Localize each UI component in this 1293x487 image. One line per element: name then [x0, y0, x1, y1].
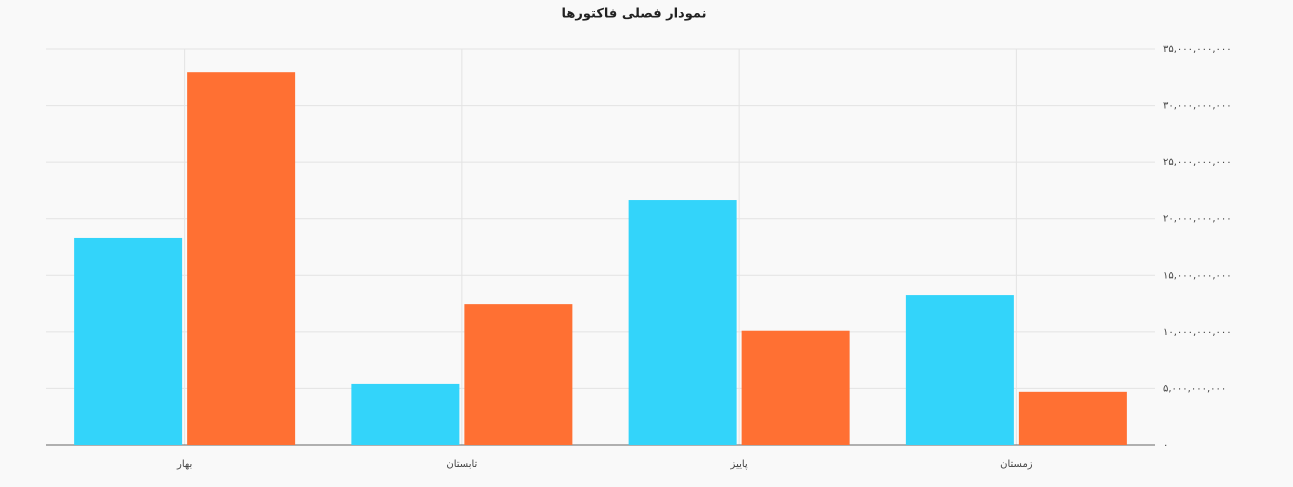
x-tick-label: بهار [176, 459, 192, 470]
x-tick-label: تابستان [446, 459, 477, 470]
y-tick-label: ۰ [1163, 440, 1168, 451]
y-tick-label: ۲۵,۰۰۰,۰۰۰,۰۰۰ [1163, 157, 1232, 168]
x-tick-label: زمستان [1000, 459, 1033, 470]
bar [187, 72, 296, 446]
y-tick-label: ۳۵,۰۰۰,۰۰۰,۰۰۰ [1163, 44, 1232, 55]
bar [741, 330, 850, 445]
bar [905, 295, 1014, 445]
x-tick-label: پاییز [730, 459, 748, 470]
bar [351, 383, 460, 445]
bar [628, 200, 737, 445]
y-tick-label: ۵,۰۰۰,۰۰۰,۰۰۰ [1163, 383, 1226, 394]
y-tick-label: ۱۰,۰۰۰,۰۰۰,۰۰۰ [1163, 327, 1232, 338]
y-tick-label: ۱۵,۰۰۰,۰۰۰,۰۰۰ [1163, 270, 1232, 281]
bar [74, 237, 183, 445]
y-tick-label: ۳۰,۰۰۰,۰۰۰,۰۰۰ [1163, 101, 1232, 112]
bar [464, 304, 573, 445]
bar [1018, 391, 1127, 445]
y-tick-label: ۲۰,۰۰۰,۰۰۰,۰۰۰ [1163, 214, 1232, 225]
chart-title: نمودار فصلی فاکتورها [562, 7, 707, 22]
